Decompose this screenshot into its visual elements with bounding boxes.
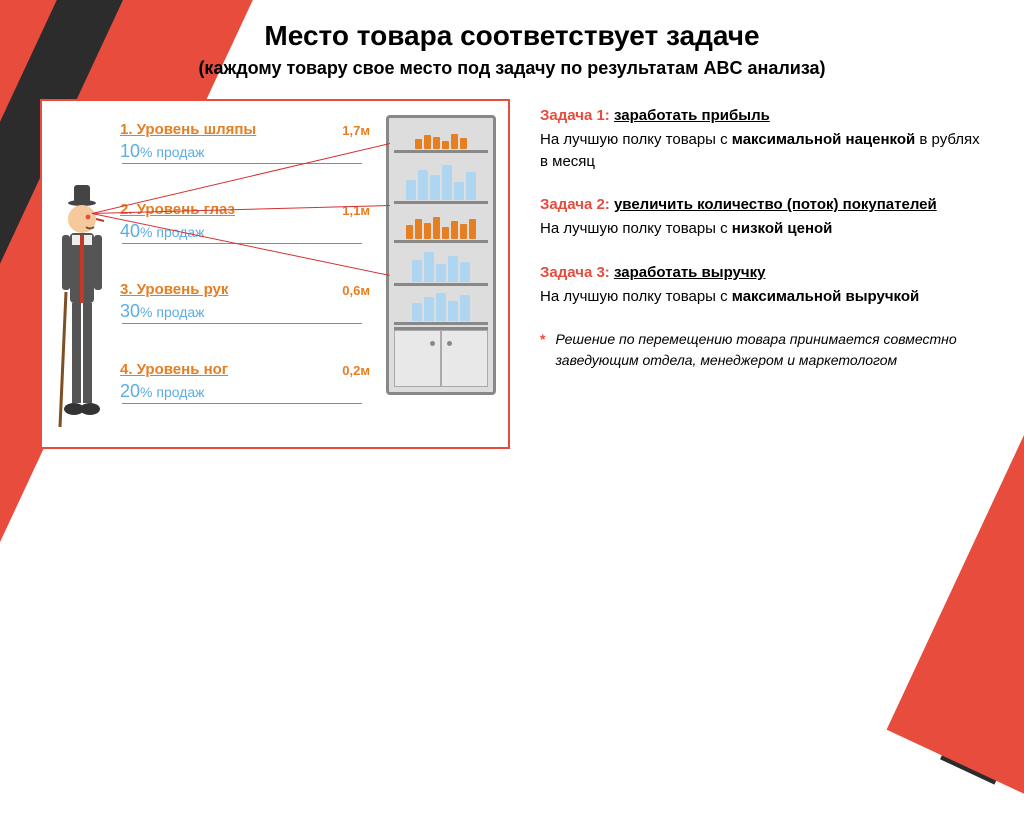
shelf-item [433, 217, 440, 239]
shelf-item [460, 224, 467, 239]
task-item: Задача 2: увеличить количество (поток) п… [540, 194, 984, 240]
task-head: Задача 3: [540, 264, 610, 281]
main-row: 1. Уровень шляпы1,7м10% продаж2. Уровень… [40, 99, 984, 449]
level-divider [122, 163, 362, 164]
tasks-column: Задача 1: заработать прибыль На лучшую по… [540, 99, 984, 449]
slide-title: Место товара соответствует задаче [40, 20, 984, 52]
shelf-item [436, 264, 446, 282]
door-left [394, 330, 441, 387]
footnote: * Решение по перемещению товара принимае… [540, 329, 984, 370]
shelf-item [415, 219, 422, 239]
level-pct: 30% продаж [120, 301, 320, 322]
shelf-row [394, 156, 488, 204]
task-body: На лучшую полку товары с низкой ценой [540, 218, 984, 240]
task-item: Задача 1: заработать прибыль На лучшую по… [540, 105, 984, 172]
level-divider [122, 323, 362, 324]
asterisk-icon: * [540, 329, 545, 370]
level-title: 1. Уровень шляпы [120, 121, 256, 138]
shelf-row [394, 207, 488, 243]
task-title: увеличить количество (поток) покупателей [614, 196, 937, 213]
level-pct: 20% продаж [120, 381, 320, 402]
level-divider [122, 403, 362, 404]
level-label: 4. Уровень ног0,2м20% продаж [120, 361, 320, 402]
slide-content: Место товара соответствует задаче (каждо… [0, 0, 1024, 469]
task-head: Задача 1: [540, 107, 610, 124]
shelf-row [394, 246, 488, 286]
slide-subtitle: (каждому товару свое место под задачу по… [40, 58, 984, 79]
shelf-item [412, 260, 422, 282]
tasks-host: Задача 1: заработать прибыль На лучшую по… [540, 105, 984, 307]
level-height: 0,6м [342, 283, 370, 298]
level-label: 3. Уровень рук0,6м30% продаж [120, 281, 320, 322]
shelf-item [424, 252, 434, 282]
shelf [386, 115, 496, 395]
shelf-item [451, 134, 458, 149]
shelf-item [436, 293, 446, 321]
shelf-item [448, 256, 458, 282]
shelf-item [415, 139, 422, 149]
door-right [441, 330, 488, 387]
task-body: На лучшую полку товары с максимальной на… [540, 129, 984, 173]
task-head: Задача 2: [540, 196, 610, 213]
level-title: 3. Уровень рук [120, 281, 228, 298]
shelf-doors [394, 327, 488, 387]
shelf-item [451, 221, 458, 239]
footnote-text: Решение по перемещению товара принимаетс… [555, 329, 984, 370]
shelf-item [406, 180, 416, 200]
shelf-item [424, 297, 434, 321]
shelf-item [424, 223, 431, 239]
level-label: 1. Уровень шляпы1,7м10% продаж [120, 121, 320, 162]
shelf-item [442, 141, 449, 149]
shelf-item [406, 225, 413, 239]
level-height: 0,2м [342, 363, 370, 378]
shelf-item [460, 295, 470, 321]
shelf-item [454, 182, 464, 200]
shelf-item [442, 165, 452, 200]
shelf-item [466, 172, 476, 200]
task-item: Задача 3: заработать выручку На лучшую по… [540, 262, 984, 308]
shelf-item [418, 170, 428, 200]
shelf-item [448, 301, 458, 321]
diagram-box: 1. Уровень шляпы1,7м10% продаж2. Уровень… [40, 99, 510, 449]
shelf-row [394, 289, 488, 325]
level-pct: 10% продаж [120, 141, 320, 162]
shelf-row [394, 123, 488, 153]
shelf-item [442, 227, 449, 239]
shelf-item [412, 303, 422, 321]
shelf-item [424, 135, 431, 149]
shelf-item [430, 175, 440, 200]
shelf-item [433, 137, 440, 149]
task-title: заработать выручку [614, 264, 765, 281]
level-height: 1,7м [342, 123, 370, 138]
shelf-item [460, 262, 470, 282]
task-body: На лучшую полку товары с максимальной вы… [540, 286, 984, 308]
task-title: заработать прибыль [614, 107, 770, 124]
shelf-item [469, 219, 476, 239]
shelf-item [460, 138, 467, 149]
level-title: 4. Уровень ног [120, 361, 228, 378]
